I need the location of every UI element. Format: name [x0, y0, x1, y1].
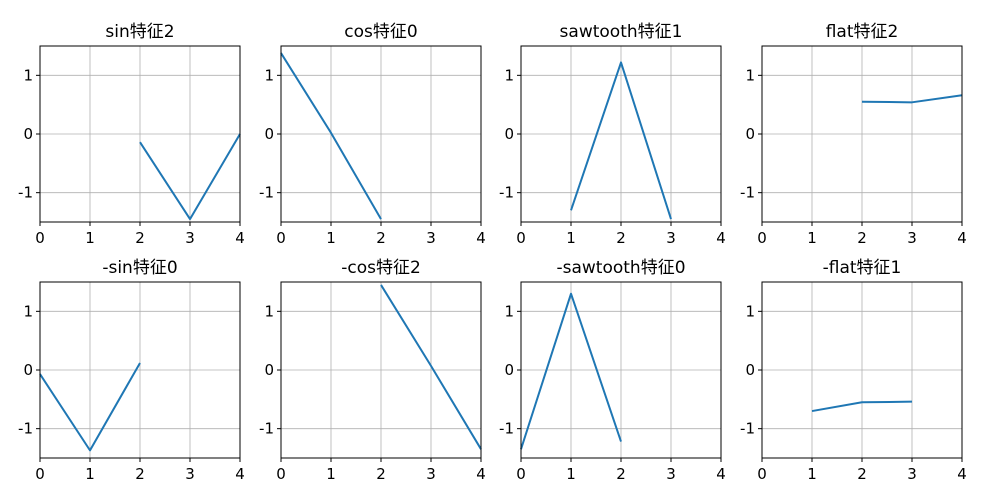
x-tick-label: 4 — [476, 465, 486, 483]
x-tick-label: 2 — [376, 465, 386, 483]
y-tick-label: 1 — [745, 302, 755, 320]
x-tick-label: 2 — [376, 229, 386, 247]
x-tick-label: 1 — [807, 465, 817, 483]
x-tick-label: 3 — [666, 229, 676, 247]
subplot-title: sin特征2 — [105, 22, 174, 42]
x-tick-label: 1 — [326, 229, 336, 247]
subplot-title: -flat特征1 — [823, 258, 902, 278]
x-tick-label: 0 — [276, 229, 286, 247]
y-tick-label: 1 — [264, 302, 274, 320]
subplot-0: sin特征2 0 1 2 3 4 -1 0 1 — [18, 22, 245, 247]
subplot-title: flat特征2 — [826, 22, 899, 42]
y-tick-label: 0 — [264, 361, 274, 379]
x-tick-label: 2 — [135, 465, 145, 483]
x-tick-label: 4 — [716, 465, 726, 483]
y-tick-label: -1 — [18, 184, 33, 202]
y-tick-label: -1 — [740, 184, 755, 202]
y-tick-label: 1 — [745, 66, 755, 84]
x-tick-label: 0 — [516, 465, 526, 483]
x-tick-label: 3 — [426, 465, 436, 483]
x-tick-label: 4 — [716, 229, 726, 247]
x-tick-label: 4 — [957, 229, 967, 247]
x-tick-label: 0 — [276, 465, 286, 483]
x-tick-label: 1 — [326, 465, 336, 483]
x-tick-label: 3 — [907, 229, 917, 247]
x-tick-label: 2 — [616, 229, 626, 247]
x-tick-label: 2 — [616, 465, 626, 483]
series-line — [39, 362, 141, 452]
y-tick-label: -1 — [259, 420, 274, 438]
y-tick-label: -1 — [18, 420, 33, 438]
x-tick-label: 3 — [426, 229, 436, 247]
series-line — [861, 94, 963, 104]
y-tick-label: 1 — [23, 66, 33, 84]
y-tick-label: 0 — [23, 125, 33, 143]
y-tick-label: -1 — [499, 420, 514, 438]
y-tick-label: 0 — [264, 125, 274, 143]
y-tick-label: 1 — [504, 66, 514, 84]
subplot-3: flat特征2 0 1 2 3 4 -1 0 1 — [740, 22, 967, 247]
subplot-title: -sin特征0 — [102, 258, 177, 278]
x-tick-label: 2 — [135, 229, 145, 247]
y-tick-label: 1 — [23, 302, 33, 320]
y-tick-label: 0 — [504, 361, 514, 379]
x-tick-label: 0 — [757, 229, 767, 247]
x-tick-label: 1 — [85, 465, 95, 483]
x-tick-label: 3 — [185, 229, 195, 247]
series-line — [570, 61, 672, 220]
series-line — [139, 133, 241, 221]
y-tick-label: 1 — [264, 66, 274, 84]
y-tick-label: 0 — [504, 125, 514, 143]
x-tick-label: 4 — [957, 465, 967, 483]
x-tick-label: 0 — [757, 465, 767, 483]
x-tick-label: 3 — [666, 465, 676, 483]
x-tick-label: 1 — [807, 229, 817, 247]
series-line — [520, 292, 622, 450]
x-tick-label: 0 — [516, 229, 526, 247]
x-tick-label: 4 — [235, 465, 245, 483]
y-tick-label: 0 — [745, 125, 755, 143]
subplot-title: sawtooth特征1 — [560, 22, 683, 42]
x-tick-label: 0 — [35, 465, 45, 483]
x-tick-label: 2 — [857, 229, 867, 247]
subplot-title: -cos特征2 — [341, 258, 421, 278]
x-tick-label: 1 — [566, 465, 576, 483]
subplot-6: -sawtooth特征0 0 1 2 3 4 -1 0 1 — [499, 258, 726, 483]
x-tick-label: 2 — [857, 465, 867, 483]
y-tick-label: 1 — [504, 302, 514, 320]
series-line — [280, 52, 382, 220]
subplot-title: -sawtooth特征0 — [556, 258, 685, 278]
y-tick-label: 0 — [23, 361, 33, 379]
series-line — [380, 284, 482, 450]
subplot-2: sawtooth特征1 0 1 2 3 4 -1 0 1 — [499, 22, 726, 247]
x-tick-label: 3 — [185, 465, 195, 483]
x-tick-label: 3 — [907, 465, 917, 483]
subplot-1: cos特征0 0 1 2 3 4 -1 0 1 — [259, 22, 486, 247]
subplot-title: cos特征0 — [344, 22, 417, 42]
y-tick-label: -1 — [499, 184, 514, 202]
subplot-4: -sin特征0 0 1 2 3 4 -1 0 1 — [18, 258, 245, 483]
x-tick-label: 4 — [476, 229, 486, 247]
series-line — [811, 400, 913, 413]
x-tick-label: 1 — [566, 229, 576, 247]
subplot-7: -flat特征1 0 1 2 3 4 -1 0 1 — [740, 258, 967, 483]
y-tick-label: 0 — [745, 361, 755, 379]
x-tick-label: 0 — [35, 229, 45, 247]
subplot-5: -cos特征2 0 1 2 3 4 -1 0 1 — [259, 258, 486, 483]
y-tick-label: -1 — [740, 420, 755, 438]
y-tick-label: -1 — [259, 184, 274, 202]
x-tick-label: 1 — [85, 229, 95, 247]
x-tick-label: 4 — [235, 229, 245, 247]
